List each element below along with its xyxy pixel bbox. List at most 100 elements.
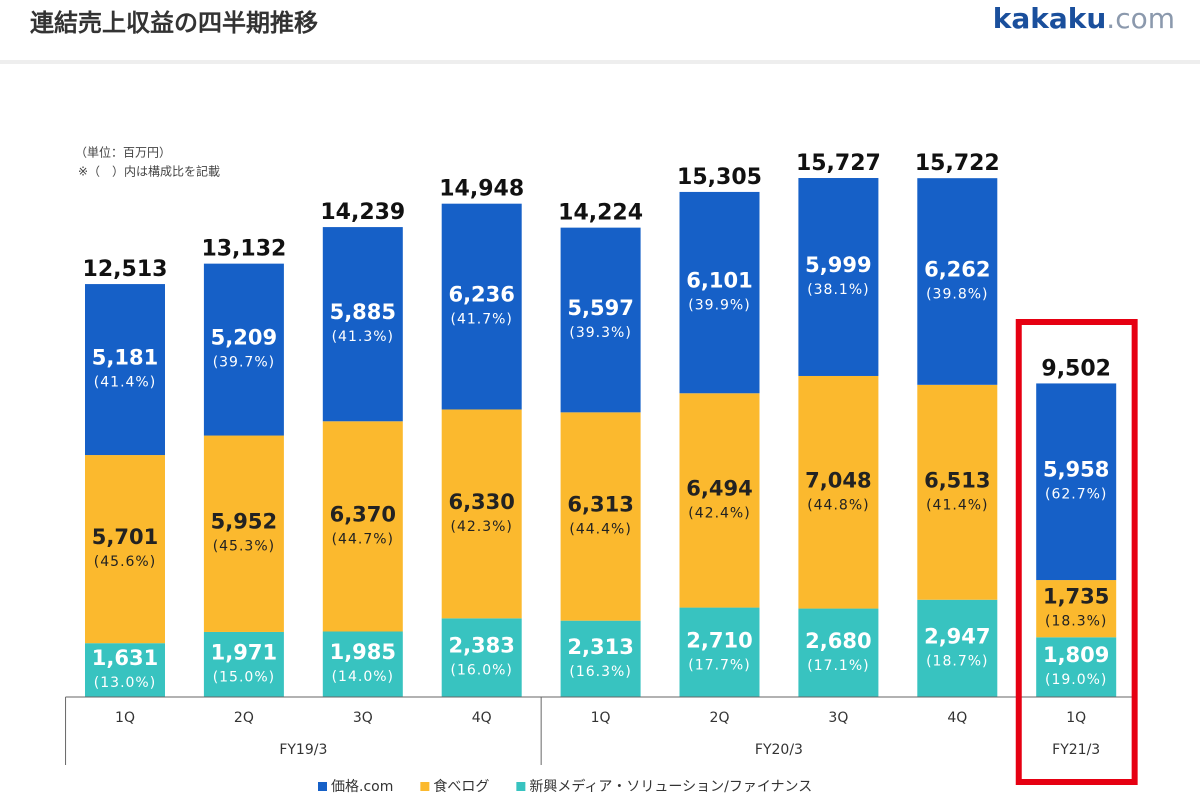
legend-swatch bbox=[420, 782, 430, 791]
x-tick-label: 4Q bbox=[472, 710, 492, 726]
share-label: (17.1%) bbox=[807, 658, 869, 674]
share-label: (62.7%) bbox=[1045, 487, 1107, 503]
bar-segment bbox=[1036, 580, 1117, 638]
group-label: FY19/3 bbox=[279, 742, 327, 758]
bar-segment bbox=[560, 227, 641, 413]
legend-label: 食べログ bbox=[433, 778, 489, 795]
share-label: (18.7%) bbox=[926, 653, 988, 669]
value-label: 5,958 bbox=[1043, 458, 1109, 482]
x-tick-label: 2Q bbox=[710, 710, 730, 726]
value-label: 2,680 bbox=[805, 629, 871, 653]
share-label: (44.4%) bbox=[569, 522, 631, 538]
value-label: 5,597 bbox=[567, 296, 633, 320]
value-label: 6,494 bbox=[686, 476, 752, 500]
x-tick-label: 4Q bbox=[947, 710, 967, 726]
total-label: 14,224 bbox=[558, 201, 643, 226]
value-label: 1,985 bbox=[330, 640, 396, 664]
value-label: 1,971 bbox=[211, 640, 277, 664]
x-tick-label: 1Q bbox=[1066, 710, 1086, 726]
legend-swatch bbox=[516, 782, 526, 791]
highlight-box bbox=[1015, 319, 1138, 785]
share-label: (17.7%) bbox=[688, 657, 750, 673]
share-label: (44.8%) bbox=[807, 497, 869, 513]
bar-segment bbox=[85, 643, 165, 697]
bar-segment bbox=[322, 631, 403, 697]
value-label: 2,947 bbox=[924, 624, 990, 648]
share-label: (14.0%) bbox=[332, 669, 394, 685]
value-label: 2,710 bbox=[686, 628, 752, 652]
bar-segment bbox=[441, 409, 522, 619]
share-label: (39.3%) bbox=[569, 325, 631, 341]
value-label: 5,999 bbox=[805, 253, 871, 277]
bar-segment bbox=[85, 455, 165, 644]
total-label: 15,727 bbox=[796, 151, 881, 176]
header-rule bbox=[0, 60, 1200, 64]
value-label: 5,701 bbox=[92, 525, 158, 549]
bar-segment bbox=[917, 178, 998, 385]
x-tick-label: 3Q bbox=[353, 710, 373, 726]
share-label: (41.7%) bbox=[450, 312, 512, 328]
total-label: 14,948 bbox=[439, 177, 524, 202]
value-label: 5,209 bbox=[211, 326, 277, 350]
value-label: 6,330 bbox=[448, 490, 514, 514]
value-label: 1,809 bbox=[1043, 643, 1109, 667]
note: （単位：百万円） bbox=[75, 145, 171, 160]
total-label: 12,513 bbox=[83, 257, 168, 282]
bar-segment bbox=[798, 375, 879, 609]
value-label: 6,262 bbox=[924, 257, 990, 281]
value-label: 2,313 bbox=[567, 635, 633, 659]
value-label: 1,735 bbox=[1043, 585, 1109, 609]
bar-segment bbox=[679, 607, 760, 697]
share-label: (41.3%) bbox=[332, 329, 394, 345]
share-label: (42.3%) bbox=[450, 519, 512, 535]
value-label: 1,631 bbox=[92, 646, 158, 670]
x-tick-label: 3Q bbox=[828, 710, 848, 726]
share-label: (44.7%) bbox=[332, 531, 394, 547]
share-label: (16.0%) bbox=[450, 663, 512, 679]
bar-segment bbox=[560, 412, 641, 621]
value-label: 5,952 bbox=[211, 510, 277, 534]
share-label: (41.4%) bbox=[94, 375, 156, 391]
share-label: (19.0%) bbox=[1045, 672, 1107, 688]
bar-segment bbox=[203, 435, 284, 632]
total-label: 15,722 bbox=[915, 151, 1000, 176]
share-label: (45.6%) bbox=[94, 554, 156, 570]
bar-segment bbox=[560, 620, 641, 697]
share-label: (15.0%) bbox=[213, 669, 275, 685]
bar-segment bbox=[917, 599, 998, 697]
bar-segment bbox=[322, 227, 403, 422]
logo-suffix: .com bbox=[1106, 2, 1175, 35]
value-label: 6,313 bbox=[567, 493, 633, 517]
bar-segment bbox=[203, 263, 284, 436]
x-tick-label: 1Q bbox=[591, 710, 611, 726]
value-label: 2,383 bbox=[448, 634, 514, 658]
page-title: 連結売上収益の四半期推移 bbox=[30, 9, 318, 37]
bar-segment bbox=[679, 191, 760, 394]
share-label: (16.3%) bbox=[569, 664, 631, 680]
bar-segment bbox=[798, 608, 879, 697]
value-label: 6,370 bbox=[330, 502, 396, 526]
bar-segment bbox=[1036, 383, 1117, 581]
share-label: (45.3%) bbox=[213, 539, 275, 555]
bar-segment bbox=[322, 421, 403, 632]
value-label: 7,048 bbox=[805, 468, 871, 492]
share-label: (39.9%) bbox=[688, 298, 750, 314]
share-label: (39.7%) bbox=[213, 355, 275, 371]
x-tick-label: 1Q bbox=[115, 710, 135, 726]
total-label: 13,132 bbox=[201, 237, 286, 262]
total-label: 9,502 bbox=[1041, 356, 1111, 381]
share-label: (38.1%) bbox=[807, 282, 869, 298]
legend-label: 新興メディア・ソリューション/ファイナンス bbox=[529, 778, 812, 795]
bar-segment bbox=[1036, 637, 1117, 697]
note: ※（ ）内は構成比を記載 bbox=[78, 164, 220, 179]
share-label: (18.3%) bbox=[1045, 614, 1107, 630]
bar-segment bbox=[203, 631, 284, 697]
group-label: FY20/3 bbox=[755, 742, 803, 758]
share-label: (42.4%) bbox=[688, 505, 750, 521]
legend-swatch bbox=[318, 782, 327, 791]
group-label: FY21/3 bbox=[1052, 742, 1100, 758]
total-label: 15,305 bbox=[677, 165, 762, 190]
bar-segment bbox=[85, 284, 165, 456]
